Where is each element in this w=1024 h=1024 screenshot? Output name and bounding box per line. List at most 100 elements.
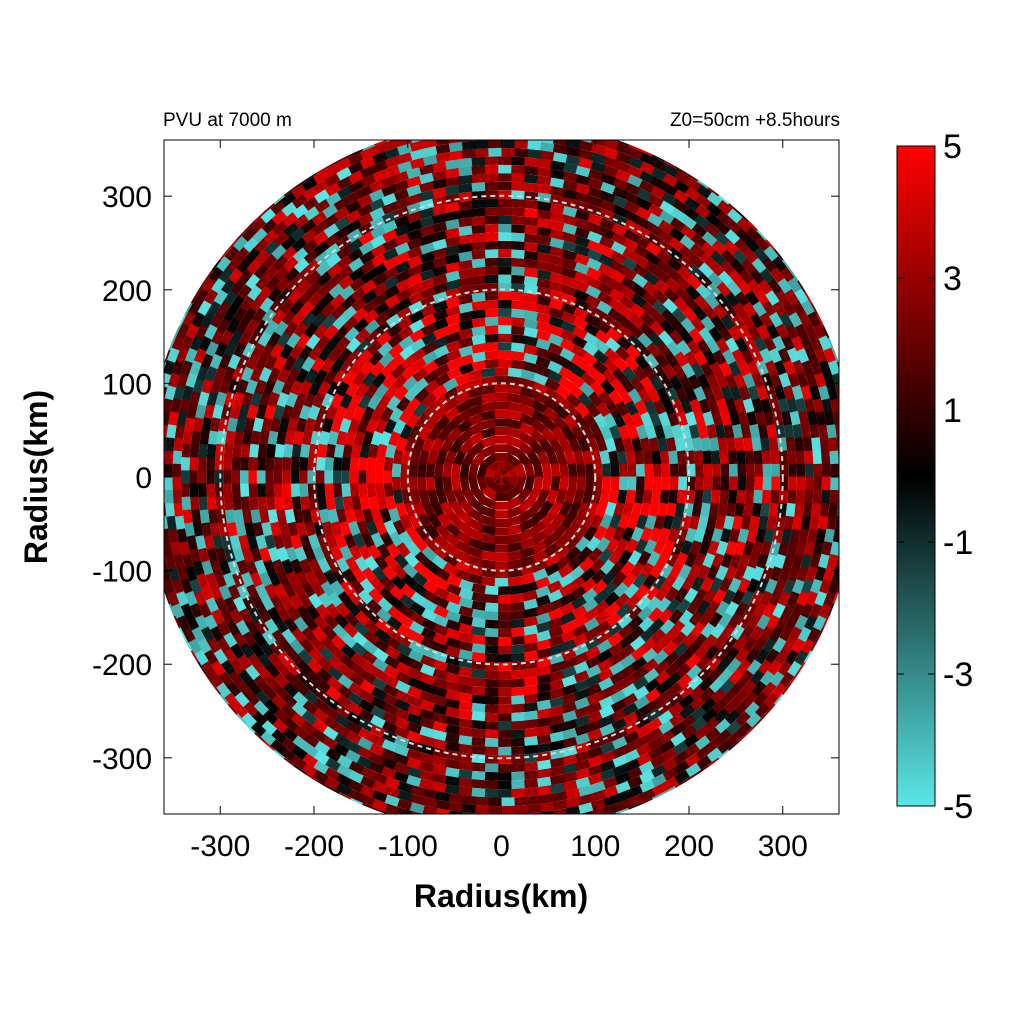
heatmap-cell — [299, 300, 315, 317]
heatmap-cell — [507, 496, 523, 510]
heatmap-cell — [795, 489, 805, 504]
heatmap-cell — [345, 209, 362, 224]
heatmap-cell — [487, 461, 499, 473]
heatmap-cell — [742, 247, 759, 264]
heatmap-cell — [624, 182, 641, 196]
heatmap-cell — [654, 352, 670, 369]
heatmap-cell — [259, 430, 270, 446]
heatmap-cell — [662, 574, 677, 591]
heatmap-cell — [397, 613, 414, 629]
heatmap-cell — [432, 291, 448, 304]
heatmap-cell — [272, 534, 285, 550]
heatmap-cell — [395, 288, 412, 302]
heatmap-cell — [536, 621, 552, 634]
heatmap-cell — [633, 253, 650, 269]
heatmap-cell — [420, 331, 437, 346]
heatmap-cell — [641, 637, 657, 653]
heatmap-cell — [406, 757, 422, 770]
heatmap-cell — [618, 513, 631, 530]
heatmap-cell — [382, 256, 399, 271]
heatmap-cell — [720, 385, 734, 401]
heatmap-cell — [140, 503, 150, 517]
heatmap-cell — [583, 525, 598, 542]
heatmap-cell — [798, 528, 810, 544]
heatmap-cell — [386, 616, 403, 631]
heatmap-cell — [720, 527, 732, 543]
heatmap-cell — [670, 318, 686, 334]
heatmap-cell — [457, 268, 473, 279]
heatmap-cell — [255, 404, 268, 420]
heatmap-cell — [289, 594, 304, 611]
heatmap-cell — [313, 698, 330, 714]
heatmap-cell — [285, 277, 302, 294]
heatmap-cell — [422, 589, 439, 604]
heatmap-cell — [543, 396, 560, 411]
heatmap-cell — [598, 226, 615, 240]
heatmap-cell — [408, 463, 419, 478]
heatmap-cell — [286, 332, 301, 349]
heatmap-cell — [261, 417, 273, 433]
heatmap-cell — [350, 287, 366, 303]
heatmap-cell — [187, 299, 202, 316]
heatmap-cell — [497, 207, 512, 216]
heatmap-cell — [347, 692, 364, 707]
pv-heatmap-field — [140, 140, 839, 839]
heatmap-cell — [498, 662, 513, 671]
heatmap-cell — [703, 221, 720, 237]
heatmap-cell — [536, 665, 552, 677]
heatmap-cell — [445, 654, 461, 667]
heatmap-cell — [223, 483, 233, 498]
heatmap-cell — [679, 234, 696, 250]
heatmap-cell — [558, 573, 575, 588]
heatmap-cell — [374, 628, 391, 644]
heatmap-cell — [470, 300, 486, 311]
heatmap-cell — [734, 290, 750, 307]
heatmap-cell — [257, 496, 268, 511]
heatmap-cell — [549, 185, 565, 197]
heatmap-cell — [339, 654, 356, 670]
heatmap-cell — [471, 258, 486, 269]
heatmap-cell — [511, 737, 526, 747]
heatmap-cell — [627, 514, 640, 530]
heatmap-cell — [661, 191, 678, 206]
heatmap-cell — [507, 524, 523, 536]
heatmap-cell — [396, 306, 413, 321]
heatmap-cell — [814, 347, 828, 363]
heatmap-cell — [622, 237, 639, 252]
heatmap-cell — [290, 184, 307, 199]
heatmap-cell — [591, 816, 606, 828]
heatmap-cell — [361, 430, 374, 447]
heatmap-cell — [548, 315, 564, 328]
heatmap-cell — [746, 577, 760, 594]
heatmap-cell — [419, 690, 436, 704]
heatmap-cell — [661, 476, 671, 491]
heatmap-cell — [672, 198, 689, 214]
heatmap-cell — [193, 590, 207, 607]
heatmap-cell — [563, 524, 579, 541]
heatmap-cell — [284, 671, 301, 688]
heatmap-cell — [810, 578, 823, 594]
heatmap-cell — [635, 476, 645, 491]
heatmap-cell — [560, 302, 577, 315]
heatmap-cell — [324, 696, 341, 712]
heatmap-cell — [175, 347, 189, 364]
heatmap-cell — [494, 384, 509, 393]
heatmap-cell — [706, 191, 723, 207]
heatmap-cell — [475, 830, 489, 839]
heatmap-cell — [394, 260, 411, 274]
heatmap-cell — [348, 770, 365, 784]
heatmap-cell — [695, 183, 712, 199]
heatmap-cell — [358, 483, 368, 498]
heatmap-cell — [643, 270, 660, 286]
heatmap-cell — [368, 495, 379, 511]
heatmap-cell — [497, 164, 512, 174]
heatmap-cell — [736, 449, 746, 465]
heatmap-cell — [484, 619, 499, 629]
heatmap-cell — [628, 549, 643, 566]
heatmap-cell — [407, 695, 423, 708]
heatmap-cell — [783, 578, 796, 595]
heatmap-cell — [514, 822, 528, 831]
heatmap-cell — [632, 273, 648, 288]
heatmap-cell — [506, 435, 523, 448]
heatmap-cell — [223, 457, 233, 471]
